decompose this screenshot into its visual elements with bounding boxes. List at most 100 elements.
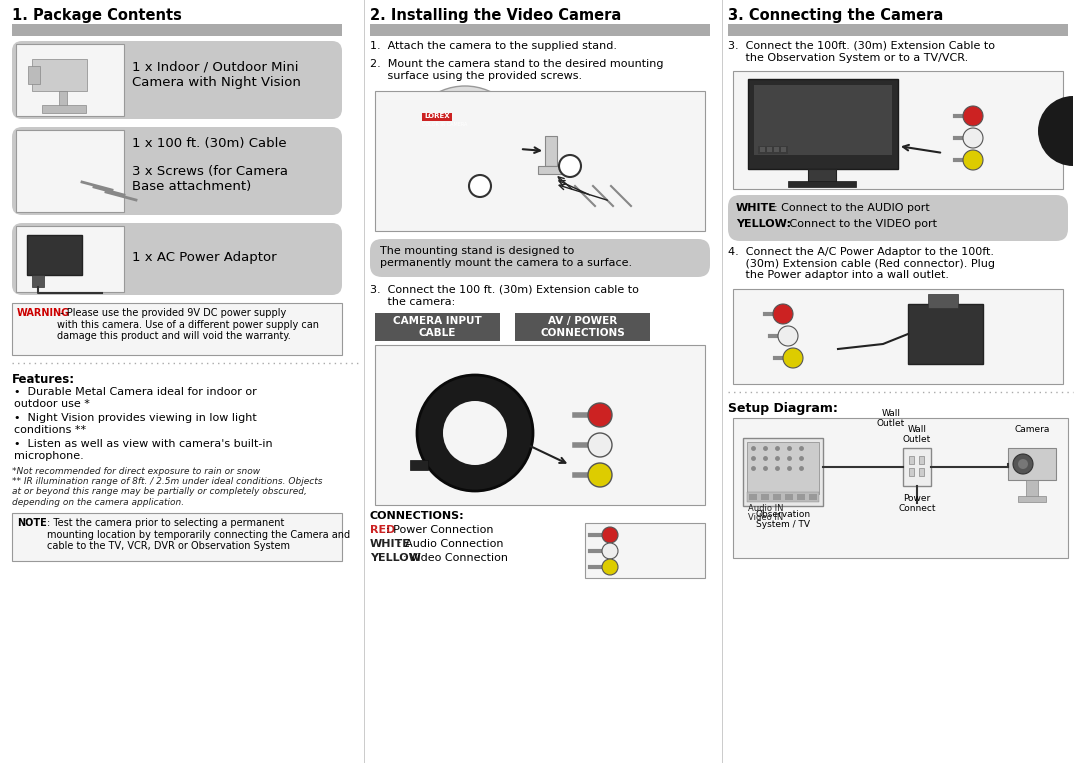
Circle shape <box>443 401 507 465</box>
Bar <box>42 105 86 113</box>
Text: •  Night Vision provides viewing in low light
conditions **: • Night Vision provides viewing in low l… <box>14 413 257 435</box>
Circle shape <box>602 527 618 543</box>
Circle shape <box>417 375 534 491</box>
Bar <box>728 24 1068 36</box>
Text: YELLOW: YELLOW <box>370 553 421 563</box>
Bar <box>515 313 650 341</box>
Text: 1.  Attach the camera to the supplied stand.: 1. Attach the camera to the supplied sta… <box>370 41 617 51</box>
Bar <box>12 24 342 36</box>
Text: COLOR IR CAMERA: COLOR IR CAMERA <box>422 122 468 127</box>
Circle shape <box>559 155 581 177</box>
Bar <box>788 181 856 187</box>
Bar <box>909 468 914 476</box>
Bar <box>919 468 924 476</box>
FancyBboxPatch shape <box>12 127 342 215</box>
Circle shape <box>469 175 491 197</box>
Text: 2. Installing the Video Camera: 2. Installing the Video Camera <box>370 8 621 23</box>
Text: Video IN: Video IN <box>748 513 783 522</box>
Wedge shape <box>1038 96 1074 166</box>
Bar <box>928 294 958 308</box>
Circle shape <box>773 304 793 324</box>
Text: •  Durable Metal Camera ideal for indoor or
outdoor use *: • Durable Metal Camera ideal for indoor … <box>14 387 257 409</box>
Text: : Audio Connection: : Audio Connection <box>397 539 503 549</box>
Text: WARNING: WARNING <box>17 308 70 318</box>
Text: Observation
System / TV: Observation System / TV <box>755 510 811 530</box>
FancyBboxPatch shape <box>370 239 710 277</box>
Text: - Please use the provided 9V DC power supply
with this camera. Use of a differen: - Please use the provided 9V DC power su… <box>57 308 319 341</box>
Bar <box>774 147 779 152</box>
Text: Setup Diagram:: Setup Diagram: <box>728 402 838 415</box>
Text: 1 x 100 ft. (30m) Cable: 1 x 100 ft. (30m) Cable <box>132 137 286 150</box>
Bar <box>545 136 557 166</box>
Text: WHITE: WHITE <box>370 539 410 549</box>
Circle shape <box>56 157 84 185</box>
Bar <box>733 289 1063 384</box>
Text: AV / POWER
CONNECTIONS: AV / POWER CONNECTIONS <box>540 316 625 338</box>
Circle shape <box>588 433 612 457</box>
Bar <box>797 494 805 500</box>
Circle shape <box>60 68 75 82</box>
Circle shape <box>1018 459 1028 469</box>
Bar <box>767 147 772 152</box>
Bar <box>773 494 781 500</box>
Circle shape <box>95 172 105 182</box>
Text: CONNECTIONS:: CONNECTIONS: <box>370 511 464 521</box>
Bar <box>761 494 769 500</box>
Circle shape <box>87 162 97 172</box>
Circle shape <box>963 150 983 170</box>
Text: *Not recommended for direct exposure to rain or snow: *Not recommended for direct exposure to … <box>12 467 260 476</box>
Circle shape <box>42 143 98 199</box>
Bar <box>733 71 1063 189</box>
Bar <box>32 59 87 91</box>
Text: RED: RED <box>370 525 395 535</box>
Circle shape <box>602 559 618 575</box>
Text: CAMERA INPUT
CABLE: CAMERA INPUT CABLE <box>393 316 482 338</box>
Bar <box>809 494 816 500</box>
Text: The mounting stand is designed to
permanently mount the camera to a surface.: The mounting stand is designed to perman… <box>380 246 632 268</box>
Text: 1 x AC Power Adaptor: 1 x AC Power Adaptor <box>132 251 276 264</box>
Bar <box>785 494 793 500</box>
Circle shape <box>783 348 804 368</box>
Bar <box>903 448 931 486</box>
Text: Wall
Outlet: Wall Outlet <box>903 424 931 444</box>
FancyBboxPatch shape <box>12 41 342 119</box>
Text: Connect to the VIDEO port: Connect to the VIDEO port <box>786 219 937 229</box>
Text: : Power Connection: : Power Connection <box>387 525 494 535</box>
Bar <box>375 313 500 341</box>
Bar <box>1026 480 1038 498</box>
Bar <box>375 345 705 505</box>
Text: : Connect to the AUDIO port: : Connect to the AUDIO port <box>774 203 930 213</box>
Text: 1: 1 <box>475 179 484 192</box>
Text: WHITE: WHITE <box>735 203 777 213</box>
Text: : Video Connection: : Video Connection <box>403 553 508 563</box>
Bar <box>28 66 40 84</box>
Bar <box>32 275 44 287</box>
Bar <box>758 146 788 154</box>
Text: 3.  Connect the 100ft. (30m) Extension Cable to
     the Observation System or t: 3. Connect the 100ft. (30m) Extension Ca… <box>728 41 995 63</box>
Text: 4.  Connect the A/C Power Adaptor to the 100ft.
     (30m) Extension cable (Red : 4. Connect the A/C Power Adaptor to the … <box>728 247 995 280</box>
Circle shape <box>588 403 612 427</box>
Bar <box>370 24 710 36</box>
Text: 3. Connecting the Camera: 3. Connecting the Camera <box>728 8 943 23</box>
FancyBboxPatch shape <box>728 195 1068 241</box>
Text: NOTE: NOTE <box>17 518 46 528</box>
Text: ** IR illumination range of 8ft. / 2.5m under ideal conditions. Objects
at or be: ** IR illumination range of 8ft. / 2.5m … <box>12 477 323 507</box>
Bar <box>754 85 892 155</box>
Bar <box>12 303 342 355</box>
Circle shape <box>963 128 983 148</box>
Bar <box>27 235 82 275</box>
Circle shape <box>778 326 798 346</box>
Bar <box>733 418 1068 558</box>
Bar <box>908 304 983 364</box>
Bar <box>16 130 124 212</box>
Bar <box>743 438 823 506</box>
Text: Features:: Features: <box>12 373 76 386</box>
Bar <box>748 79 897 169</box>
Bar <box>585 523 705 578</box>
Bar <box>760 147 765 152</box>
Bar <box>747 492 819 502</box>
Bar <box>16 226 124 292</box>
Text: Camera: Camera <box>1014 425 1050 434</box>
Bar <box>422 113 453 121</box>
Text: Wall
Outlet: Wall Outlet <box>877 409 905 428</box>
